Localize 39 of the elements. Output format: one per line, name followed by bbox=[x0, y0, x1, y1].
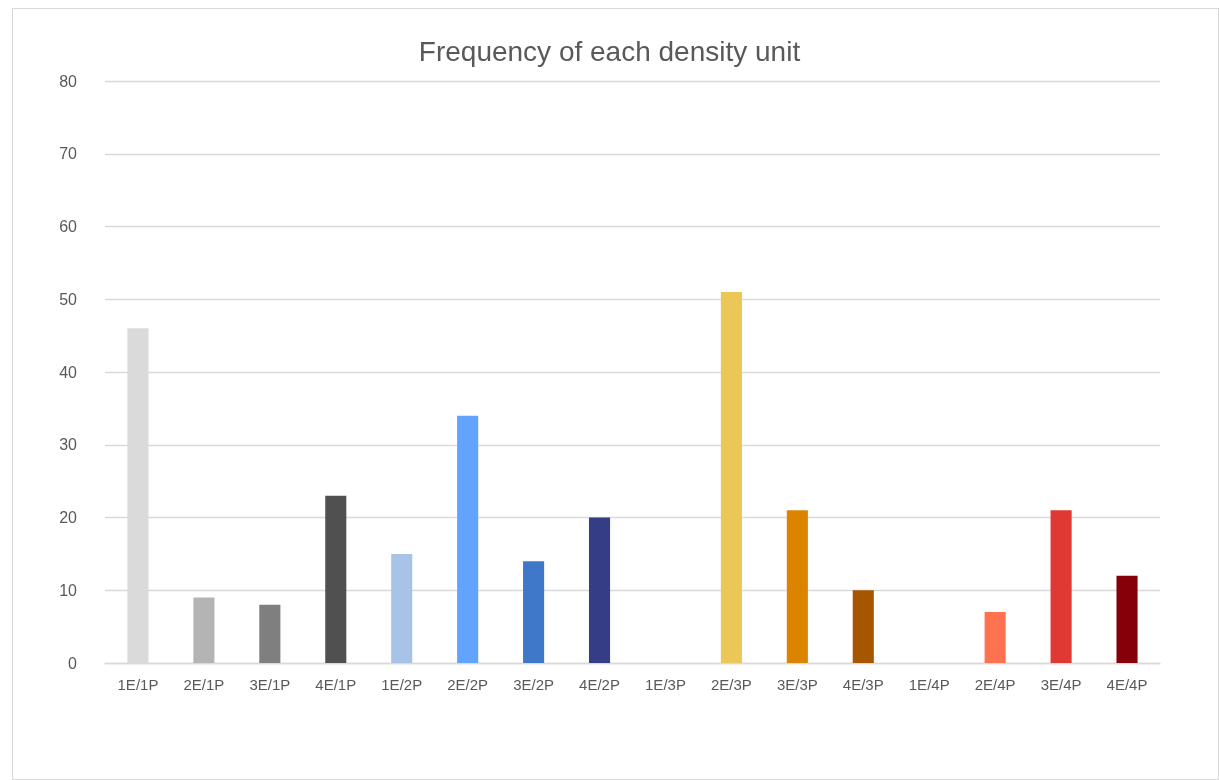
x-tick-label: 1E/4P bbox=[908, 676, 950, 693]
x-tick-label: 1E/2P bbox=[381, 676, 423, 693]
bar bbox=[193, 597, 215, 663]
x-tick-label: 4E/1P bbox=[315, 676, 357, 693]
x-tick-label: 3E/1P bbox=[249, 676, 291, 693]
x-tick-label: 2E/1P bbox=[183, 676, 225, 693]
bar bbox=[852, 590, 874, 663]
bar bbox=[259, 604, 281, 663]
x-tick-label: 3E/4P bbox=[1040, 676, 1082, 693]
y-tick-label: 0 bbox=[68, 654, 78, 672]
bar bbox=[588, 517, 611, 663]
x-tick-label: 2E/4P bbox=[974, 676, 1016, 693]
bar bbox=[786, 510, 808, 663]
bar bbox=[391, 553, 413, 663]
y-tick-label: 70 bbox=[59, 145, 78, 163]
x-tick-label: 3E/2P bbox=[513, 676, 555, 693]
x-tick-label: 1E/3P bbox=[645, 676, 686, 693]
x-tick-label: 3E/3P bbox=[776, 676, 818, 693]
x-tick-label: 1E/1P bbox=[117, 676, 159, 693]
y-tick-label: 60 bbox=[59, 218, 78, 235]
y-tick-label: 30 bbox=[59, 436, 78, 454]
bar bbox=[984, 612, 1006, 663]
x-tick-label: 4E/3P bbox=[842, 676, 884, 693]
y-tick-label: 50 bbox=[59, 290, 78, 308]
bar bbox=[523, 561, 545, 663]
bar bbox=[1116, 575, 1138, 663]
y-tick-label: 80 bbox=[59, 72, 78, 90]
y-tick-label: 20 bbox=[59, 509, 78, 526]
bar bbox=[1050, 510, 1072, 663]
x-tick-label: 2E/3P bbox=[710, 676, 752, 693]
y-tick-label: 40 bbox=[59, 363, 78, 381]
x-tick-label: 2E/2P bbox=[447, 676, 489, 693]
chart-title: Frequency of each density unit bbox=[418, 35, 801, 67]
bar bbox=[325, 495, 347, 663]
y-tick-label: 10 bbox=[59, 581, 78, 599]
x-tick-label: 4E/4P bbox=[1106, 676, 1148, 693]
bar bbox=[720, 291, 742, 663]
x-tick-label: 4E/2P bbox=[579, 676, 620, 693]
bar bbox=[457, 415, 479, 663]
